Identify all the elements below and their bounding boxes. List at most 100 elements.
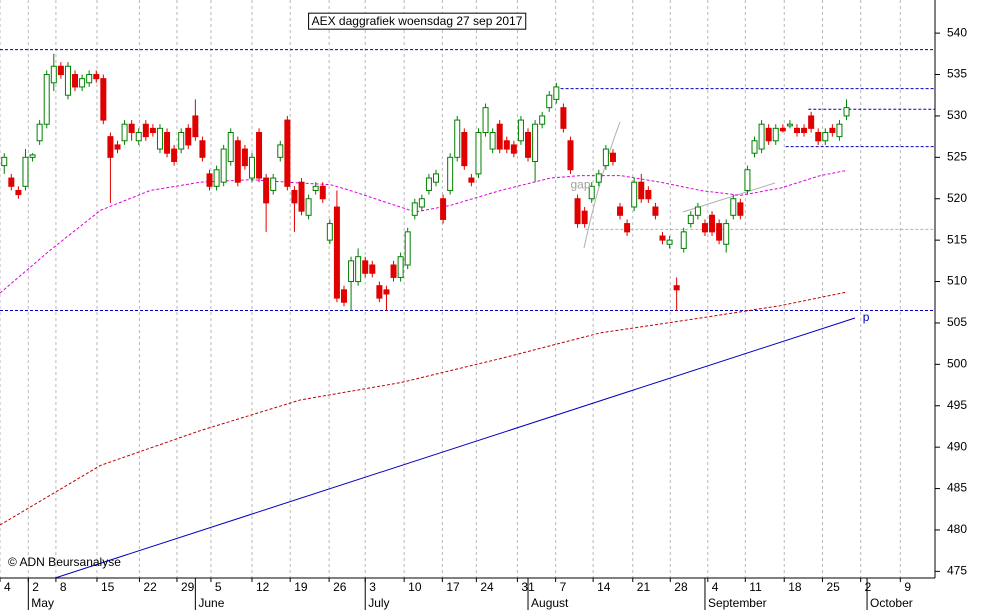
candle-body xyxy=(298,181,305,212)
candle-body xyxy=(15,189,22,196)
candle-body xyxy=(411,202,418,216)
candle-body xyxy=(369,264,376,274)
candle-body xyxy=(539,115,546,125)
month-label: June xyxy=(198,596,224,610)
candle-body xyxy=(815,131,822,142)
month-label: October xyxy=(870,596,913,610)
candle-body xyxy=(836,123,843,138)
line-series xyxy=(0,170,846,294)
candle-body xyxy=(553,86,560,100)
candle-body xyxy=(64,65,71,96)
candle-body xyxy=(659,235,666,241)
candle-body xyxy=(1,156,8,167)
candle-body xyxy=(142,123,149,138)
y-tick-label: 530 xyxy=(947,108,967,122)
annotation: p xyxy=(863,310,870,324)
y-tick-label: 495 xyxy=(947,398,967,412)
candle-body xyxy=(581,210,588,225)
candle-body xyxy=(390,264,397,278)
x-tick-label: 29 xyxy=(181,580,195,594)
candle-body xyxy=(758,123,765,150)
candle-body xyxy=(645,189,652,200)
y-tick-label: 485 xyxy=(947,481,967,495)
x-tick-label: 21 xyxy=(637,580,651,594)
candle-body xyxy=(489,131,496,150)
x-tick-label: 3 xyxy=(369,580,376,594)
candle-body xyxy=(22,156,29,187)
x-tick-label: 11 xyxy=(749,580,762,594)
y-tick-label: 505 xyxy=(947,315,967,329)
candle-body xyxy=(185,127,192,146)
candle-body xyxy=(355,256,362,283)
candle-body xyxy=(404,231,411,266)
candle-body xyxy=(72,74,79,88)
candle-body xyxy=(284,119,291,187)
candle-body xyxy=(496,123,503,150)
candle-body xyxy=(114,144,121,150)
candle-body xyxy=(503,140,510,150)
x-tick-label: 15 xyxy=(101,580,115,594)
line-series xyxy=(0,291,846,526)
candle-body xyxy=(8,177,15,187)
candle-body xyxy=(348,260,355,283)
candle-body xyxy=(744,169,751,191)
y-tick-label: 515 xyxy=(947,232,967,246)
y-tick-label: 500 xyxy=(947,357,967,371)
candle-body xyxy=(567,140,574,171)
candle-body xyxy=(765,127,772,142)
candle-body xyxy=(36,123,43,142)
plot-area xyxy=(0,49,935,578)
candle-body xyxy=(425,177,432,191)
candle-body xyxy=(29,154,36,158)
candle-body xyxy=(93,74,100,80)
candle-body xyxy=(793,127,800,133)
x-tick-label: 5 xyxy=(215,580,222,594)
chart-title: AEX daggrafiek woensdag 27 sep 2017 xyxy=(312,14,523,28)
candle-body xyxy=(79,78,86,88)
candle-body xyxy=(666,239,673,245)
candle-body xyxy=(525,131,532,158)
candle-body xyxy=(510,144,517,154)
candle-body xyxy=(326,223,333,241)
candle-body xyxy=(624,223,631,233)
candle-body xyxy=(687,214,694,225)
candle-body xyxy=(786,123,793,127)
candle-body xyxy=(376,285,383,299)
candle-body xyxy=(588,185,595,200)
x-tick-label: 14 xyxy=(597,580,611,594)
candle-body xyxy=(631,181,638,208)
candle-body xyxy=(482,107,489,133)
candle-body xyxy=(440,198,447,220)
candle-body xyxy=(107,136,114,158)
x-tick-label: 8 xyxy=(60,580,67,594)
x-tick-label: 12 xyxy=(256,580,270,594)
footer: © ADN Beursanalyse xyxy=(8,555,121,569)
month-label: August xyxy=(531,596,569,610)
x-tick-label: 2 xyxy=(865,580,872,594)
candle-body xyxy=(333,206,340,299)
candle-body xyxy=(291,189,298,204)
candle-body xyxy=(772,127,779,142)
candle-body xyxy=(454,119,461,158)
candle-body xyxy=(751,140,758,154)
candle-body xyxy=(192,115,199,138)
x-tick-label: 7 xyxy=(560,580,567,594)
x-tick-label: 19 xyxy=(294,580,308,594)
candle-body xyxy=(164,131,171,154)
candle-body xyxy=(43,74,50,125)
x-tick-label: 2 xyxy=(32,580,39,594)
candle-body xyxy=(206,173,213,187)
x-tick-label: 18 xyxy=(788,580,802,594)
candle-body xyxy=(680,231,687,249)
candle-body xyxy=(277,144,284,158)
candle-body xyxy=(737,202,744,216)
candle-body xyxy=(779,127,786,132)
y-tick-label: 520 xyxy=(947,191,967,205)
candle-body xyxy=(319,185,326,200)
x-tick-label: 4 xyxy=(712,580,719,594)
candle-body xyxy=(638,181,645,200)
x-tick-label: 24 xyxy=(480,580,494,594)
y-tick-label: 540 xyxy=(947,25,967,39)
y-tick-label: 490 xyxy=(947,439,967,453)
candle-body xyxy=(574,198,581,225)
